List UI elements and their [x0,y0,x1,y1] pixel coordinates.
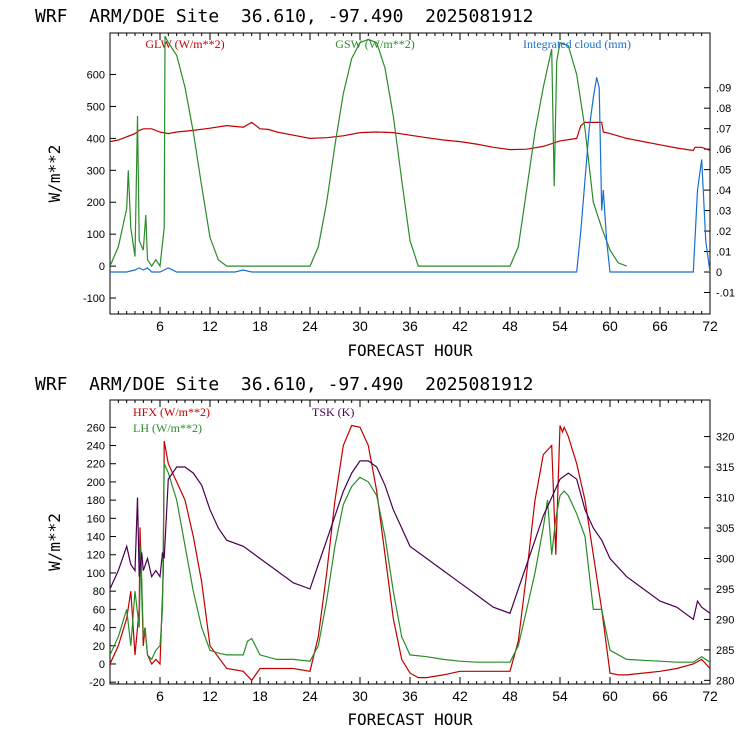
y-tick-label: 140 [87,532,105,544]
x-tick-label: 36 [402,318,418,334]
x-tick-label: 36 [402,688,418,704]
x-tick-label: 18 [252,318,268,334]
y-tick-label: 400 [87,133,105,145]
x-tick-label: 30 [352,318,368,334]
x-tick-label: 42 [452,318,468,334]
y2-tick-label: -.01 [716,287,735,299]
chart-panel-1: WRF ARM/DOE Site 36.610, -97.490 2025081… [35,6,735,360]
legend-entry: GLW (W/m**2) [145,37,224,51]
y2-tick-label: 305 [716,523,734,535]
x-tick-label: 66 [652,688,668,704]
y-tick-label: 100 [87,568,105,580]
y2-tick-label: .06 [716,144,731,156]
legend-entry: HFX (W/m**2) [133,405,210,419]
x-tick-label: 72 [702,318,718,334]
y2-tick-label: .05 [716,165,731,177]
y-axis-label: W/m**2 [45,513,64,571]
y2-tick-label: 0 [716,267,722,279]
y-tick-label: 300 [87,165,105,177]
y2-tick-label: 320 [716,432,734,444]
y2-tick-label: .04 [716,185,731,197]
x-tick-label: 6 [156,318,164,334]
legend-entry: Integrated cloud (mm) [523,37,631,51]
y-tick-label: -20 [89,677,105,689]
series-line-glw [110,121,710,152]
x-tick-label: 12 [202,318,218,334]
series-line-hfx [110,424,710,682]
x-tick-label: 60 [602,318,618,334]
y2-tick-label: 300 [716,553,734,565]
x-tick-label: 66 [652,318,668,334]
x-tick-label: 60 [602,688,618,704]
chart-panel-2: WRF ARM/DOE Site 36.610, -97.490 2025081… [35,374,734,729]
y2-tick-label: 315 [716,462,734,474]
x-tick-label: 12 [202,688,218,704]
y-tick-label: 60 [93,604,105,616]
legend-entry: GSW (W/m**2) [335,37,414,51]
y-tick-label: 100 [87,229,105,241]
y-tick-label: 120 [87,550,105,562]
x-tick-label: 54 [552,318,568,334]
y2-tick-label: .07 [716,124,731,136]
x-axis-label: FORECAST HOUR [347,341,473,360]
y2-tick-label: 280 [716,675,734,687]
x-tick-label: 18 [252,688,268,704]
series-line-integrated [110,77,710,273]
y2-tick-label: .02 [716,226,731,238]
series-line-lh [110,463,710,663]
y2-tick-label: .03 [716,206,731,218]
y2-tick-label: 310 [716,493,734,505]
y-tick-label: 160 [87,513,105,525]
x-tick-label: 48 [502,688,518,704]
y-tick-label: 180 [87,495,105,507]
series-line-tsk [110,460,710,621]
y2-tick-label: 285 [716,645,734,657]
x-tick-label: 24 [302,688,318,704]
legend-entry: TSK (K) [312,405,354,419]
y-tick-label: 500 [87,101,105,113]
y-axis-label: W/m**2 [45,145,64,203]
y-tick-label: 240 [87,441,105,453]
x-tick-label: 42 [452,688,468,704]
y2-tick-label: 295 [716,584,734,596]
y-tick-label: 0 [99,659,105,671]
plot-frame [109,399,711,685]
chart-title: WRF ARM/DOE Site 36.610, -97.490 2025081… [35,6,534,27]
x-tick-label: 24 [302,318,318,334]
y-tick-label: 200 [87,477,105,489]
y-tick-label: 600 [87,70,105,82]
y2-tick-label: .08 [716,103,731,115]
y-tick-label: 0 [99,261,105,273]
chart-title: WRF ARM/DOE Site 36.610, -97.490 2025081… [35,374,534,395]
x-tick-label: 72 [702,688,718,704]
y-tick-label: 40 [93,623,105,635]
legend-entry: LH (W/m**2) [133,421,202,435]
y-tick-label: 20 [93,641,105,653]
y2-tick-label: 290 [716,614,734,626]
y-tick-label: 200 [87,197,105,209]
x-tick-label: 6 [156,688,164,704]
y-tick-label: -100 [83,293,105,305]
y-tick-label: 260 [87,422,105,434]
x-tick-label: 30 [352,688,368,704]
x-tick-label: 48 [502,318,518,334]
y-tick-label: 80 [93,586,105,598]
x-tick-label: 54 [552,688,568,704]
y2-tick-label: .01 [716,247,731,259]
series-line-gsw [110,35,627,268]
y-tick-label: 220 [87,459,105,471]
y2-tick-label: .09 [716,83,731,95]
x-axis-label: FORECAST HOUR [347,710,473,729]
